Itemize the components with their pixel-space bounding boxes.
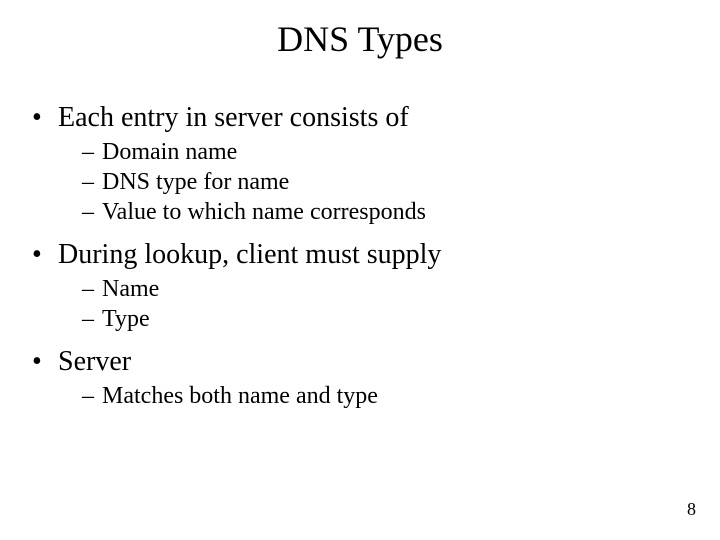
sub-bullet-item: Name <box>82 274 690 304</box>
sub-bullet-text: Name <box>102 276 159 302</box>
slide-body: Each entry in server consists of Domain … <box>30 100 690 421</box>
page-number: 8 <box>687 499 696 520</box>
bullet-text: Each entry in server consists of <box>58 102 409 133</box>
bullet-list: Each entry in server consists of Domain … <box>30 100 690 411</box>
sub-bullet-list: Matches both name and type <box>58 381 690 411</box>
slide: DNS Types Each entry in server consists … <box>0 0 720 540</box>
sub-bullet-item: Type <box>82 304 690 334</box>
sub-bullet-item: Value to which name corresponds <box>82 197 690 227</box>
sub-bullet-list: Name Type <box>58 274 690 334</box>
sub-bullet-text: Type <box>102 306 150 332</box>
sub-bullet-item: Domain name <box>82 137 690 167</box>
sub-bullet-text: Domain name <box>102 139 237 165</box>
sub-bullet-list: Domain name DNS type for name Value to w… <box>58 137 690 227</box>
bullet-text: Server <box>58 346 131 377</box>
bullet-text: During lookup, client must supply <box>58 239 441 270</box>
sub-bullet-item: Matches both name and type <box>82 381 690 411</box>
sub-bullet-item: DNS type for name <box>82 167 690 197</box>
bullet-item: Server Matches both name and type <box>30 344 690 411</box>
sub-bullet-text: Matches both name and type <box>102 383 378 409</box>
bullet-item: During lookup, client must supply Name T… <box>30 237 690 334</box>
sub-bullet-text: DNS type for name <box>102 169 289 195</box>
sub-bullet-text: Value to which name corresponds <box>102 199 426 225</box>
slide-title: DNS Types <box>0 18 720 60</box>
bullet-item: Each entry in server consists of Domain … <box>30 100 690 227</box>
